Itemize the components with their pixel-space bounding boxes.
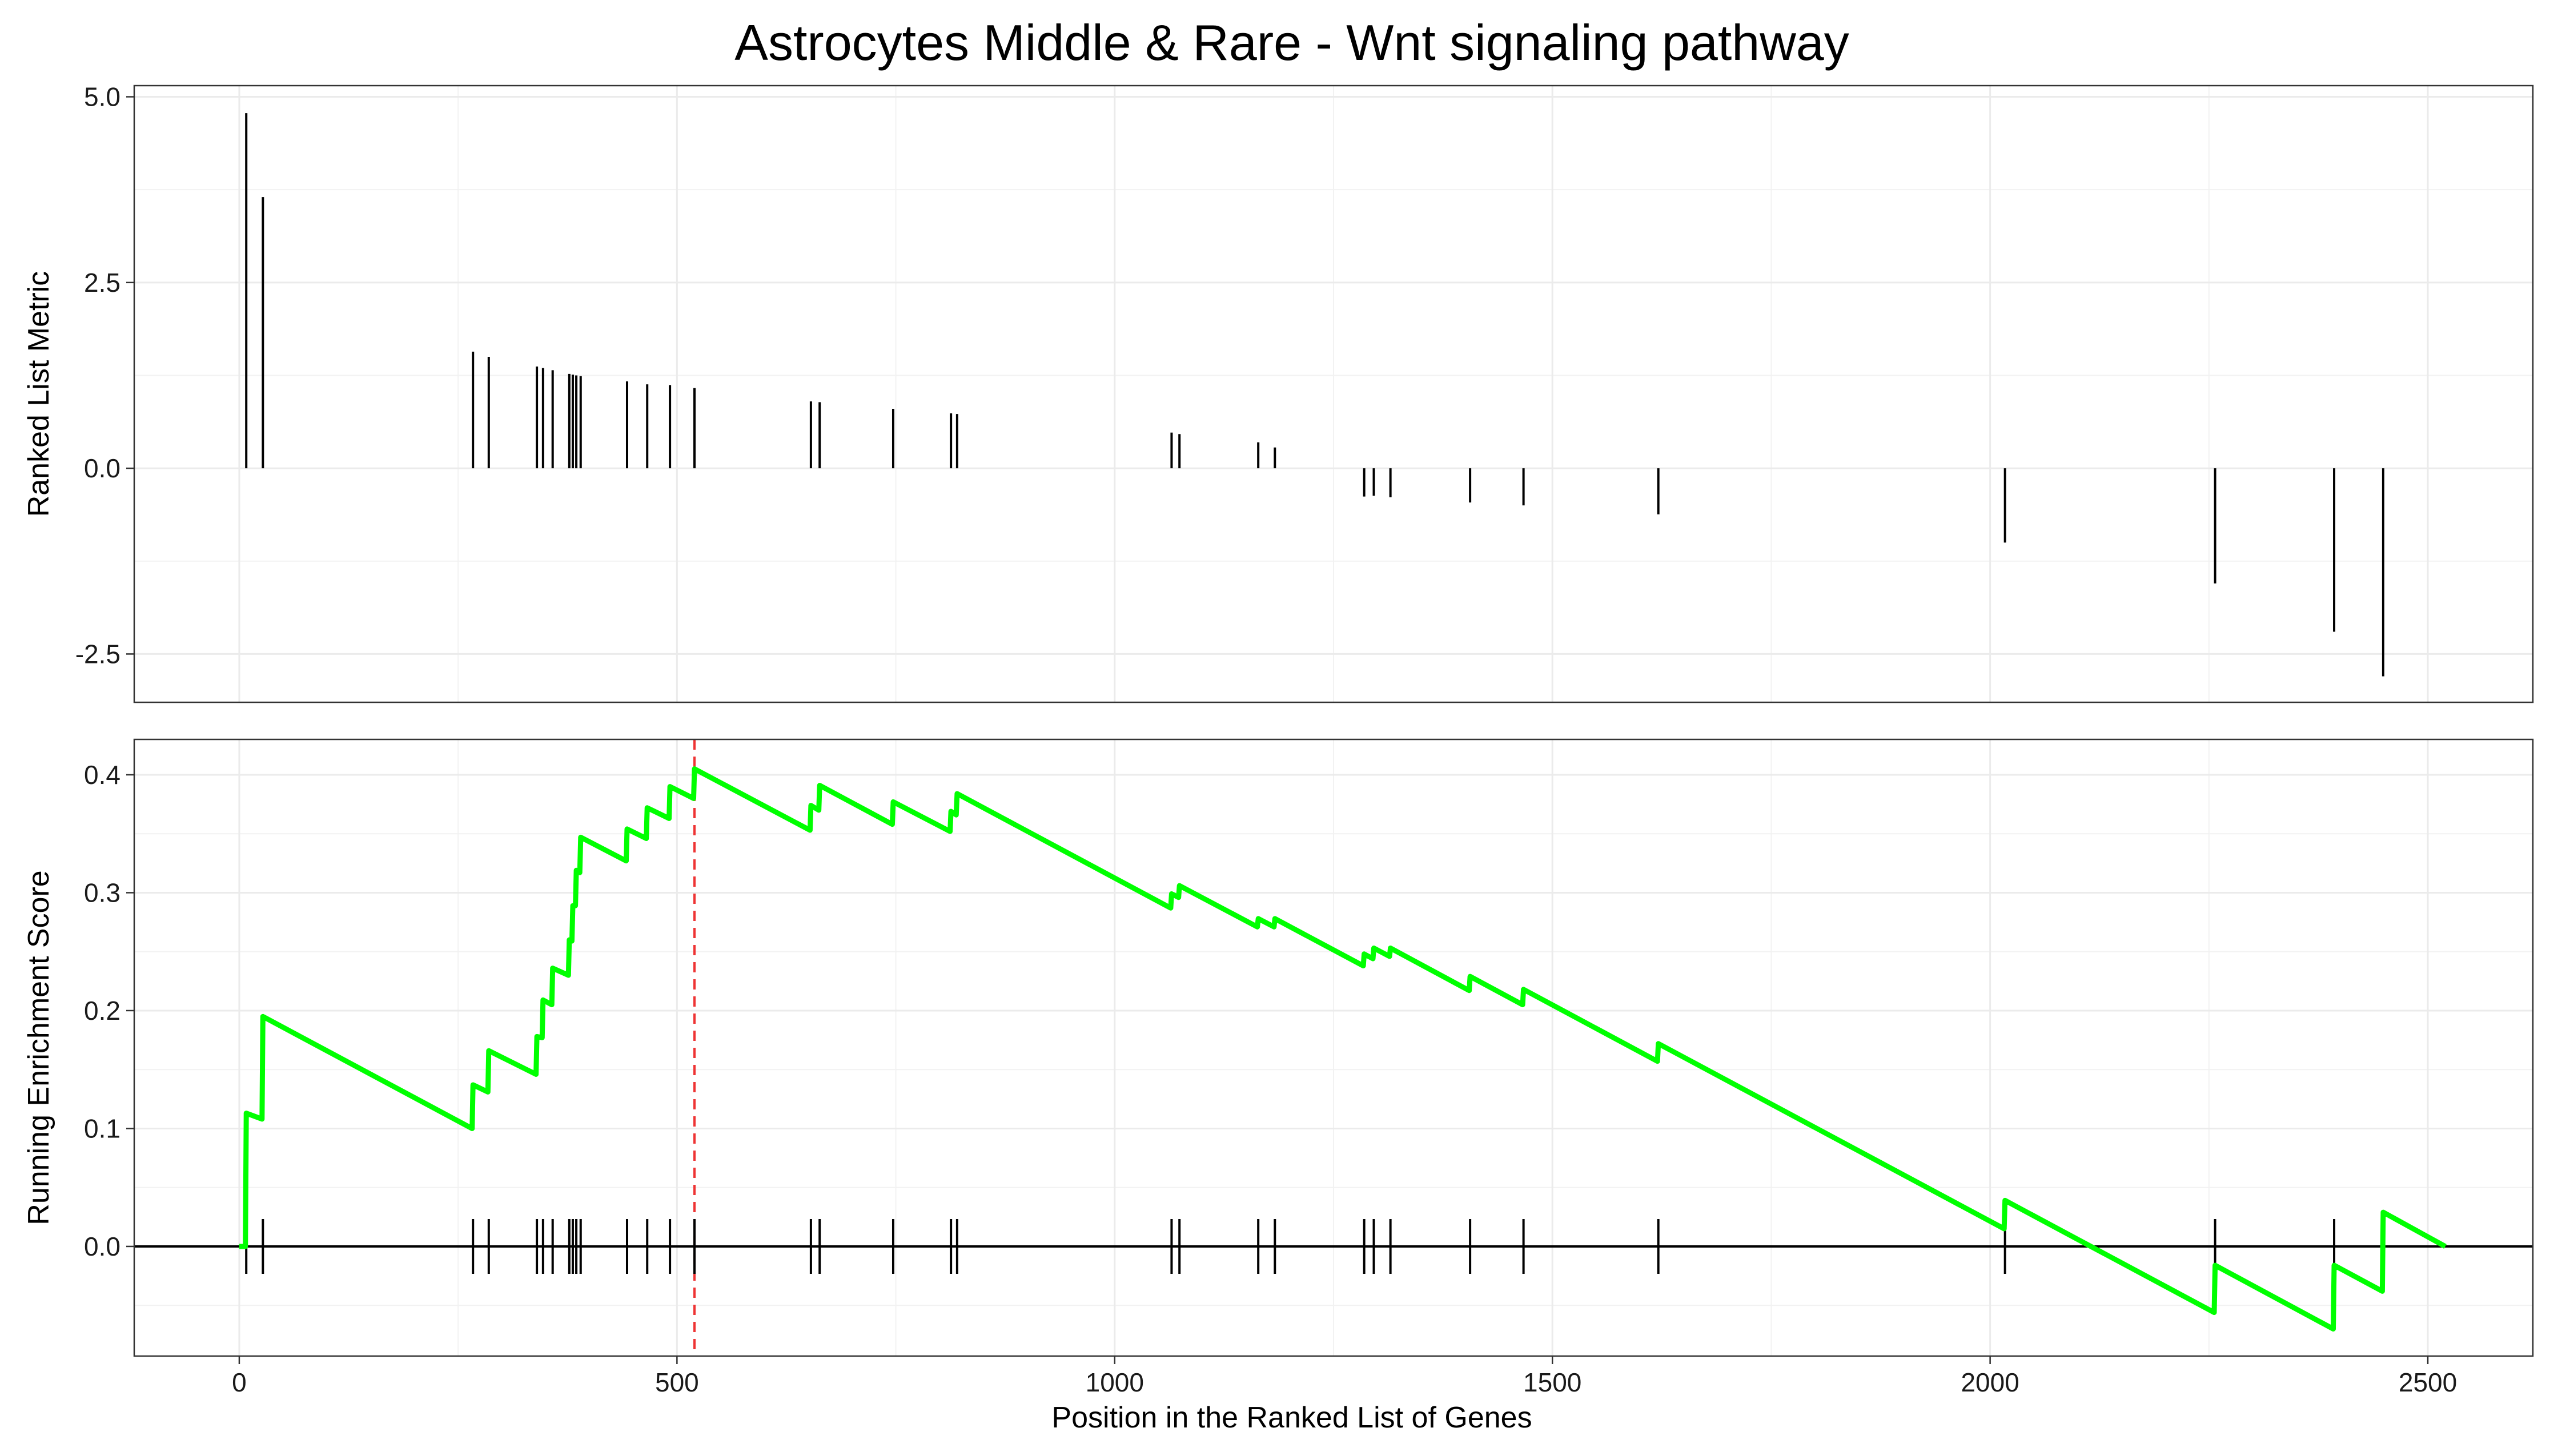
running-enrichment-score-line (239, 766, 2447, 1332)
y-tick-label: 0.4 (84, 760, 121, 790)
x-axis-title: Position in the Ranked List of Genes (1051, 1401, 1532, 1434)
enrichment-score-panel: 0.0 0.1 0.2 0.3 0.4 0 500 1000 1500 2000 2500 Run… (22, 738, 2534, 1434)
y-tick-label: 0.0 (84, 1232, 121, 1261)
x-tick-label: 0 (232, 1367, 247, 1397)
x-tick-label: 500 (655, 1367, 699, 1397)
x-tick-label: 2500 (2399, 1367, 2457, 1397)
y-tick-label: 0.3 (84, 878, 121, 907)
x-tick-label: 1000 (1086, 1367, 1144, 1397)
ranked-metric-panel-border (133, 85, 2534, 703)
y-tick-label: 0.2 (84, 996, 121, 1025)
y-tick-label: 2.5 (84, 268, 121, 297)
y-tick-label: 5.0 (84, 82, 121, 112)
chart-title: Astrocytes Middle & Rare - Wnt signaling… (734, 14, 1849, 71)
x-tick-label: 1500 (1523, 1367, 1581, 1397)
x-tick-label: 2000 (1961, 1367, 2019, 1397)
enrichment-score-y-axis-title: Running Enrichment Score (22, 870, 55, 1225)
ranked-metric-panel: -2.5 0.0 2.5 5.0 Ranked List Metric (22, 82, 2534, 703)
y-tick-label: -2.5 (75, 639, 121, 669)
y-tick-label: 0.1 (84, 1113, 121, 1143)
y-tick-label: 0.0 (84, 453, 121, 483)
enrichment-score-panel-border (133, 738, 2534, 1357)
ranked-metric-y-axis-title: Ranked List Metric (22, 271, 55, 517)
